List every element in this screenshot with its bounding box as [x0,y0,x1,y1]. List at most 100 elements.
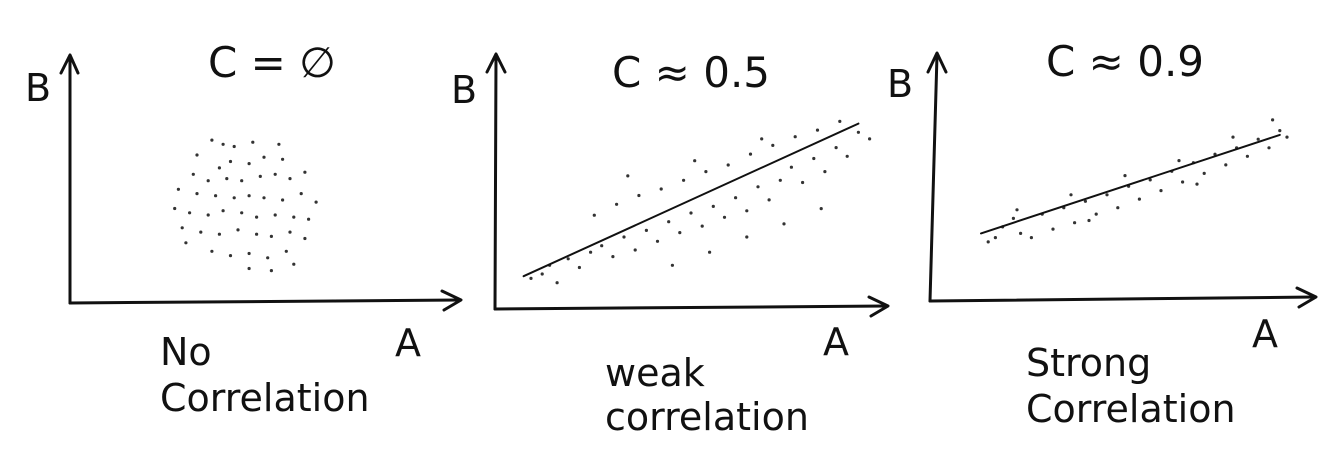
panel-3-point-9 [1073,221,1077,225]
panel-2-point-7 [589,250,593,254]
panel-2-point-35 [637,193,641,198]
panel-2-point-45 [670,263,675,267]
panel-1-point-51 [269,269,273,273]
panel-1-point-35 [292,215,296,219]
panel-1-point-20 [195,192,199,196]
panel-2-point-47 [745,235,749,239]
weak-correlation-panel: C ≈ 0.5 B A weak correlation [451,48,890,439]
panel-3-point-10 [1083,199,1087,203]
panel-2-x-axis-arrow-icon [867,295,890,318]
panel-1-point-7 [281,157,285,161]
strong-correlation-panel: C ≈ 0.9 B A Strong Correlation [887,37,1318,431]
panel-1-point-10 [217,166,221,170]
panel-2-point-41 [771,143,775,147]
panel-1-point-44 [303,236,307,241]
panel-3-title: C ≈ 0.9 [1046,37,1204,86]
panel-3-point-11 [1094,212,1098,216]
panel-3-point-26 [1256,137,1260,141]
panel-3-point-38 [993,236,998,240]
panel-2-point-49 [819,207,823,211]
panel-3-point-5 [1029,236,1033,240]
panel-1-point-25 [281,198,285,202]
panel-3-point-16 [1148,178,1152,182]
panel-3-point-13 [1116,206,1120,210]
panel-1-point-4 [251,140,255,144]
panel-2-point-25 [789,165,794,169]
panel-2-point-20 [734,196,738,200]
panel-2-point-42 [793,135,797,139]
panel-1-point-8 [228,159,233,164]
panel-2-caption-line-2: correlation [605,395,809,439]
panel-1-point-45 [210,249,214,253]
panel-2-point-34 [615,202,619,206]
panel-3-point-27 [1267,146,1271,150]
panel-1-point-19 [176,187,180,191]
panel-1-point-42 [269,234,273,238]
panel-3-point-23 [1224,163,1228,167]
panel-3-caption-line-2: Correlation [1026,387,1236,431]
panel-3-point-36 [1087,218,1091,223]
panel-1-point-52 [292,262,296,266]
panel-2-point-19 [722,215,727,219]
panel-1-x-label: A [395,321,421,365]
panel-2-point-30 [845,154,849,158]
panel-2-point-37 [682,178,686,182]
panel-3-point-21 [1202,171,1206,175]
panel-1-title: C = ∅ [208,38,336,87]
panel-1-point-5 [277,142,281,146]
panel-2-point-21 [745,209,749,213]
panel-1-point-28 [173,206,177,211]
panel-3-x-axis [928,295,1316,303]
panel-3-x-label: A [1252,312,1278,356]
panel-3-point-17 [1159,189,1163,193]
panel-3-x-axis-arrow-icon [1295,286,1318,309]
panel-2-point-2 [540,272,544,276]
panel-2-point-40 [748,152,753,156]
panel-2-point-48 [782,222,786,226]
panel-2-point-23 [767,198,771,202]
panel-3-point-25 [1245,154,1249,158]
panel-3-point-31 [1015,208,1019,212]
panel-1-point-18 [303,170,307,174]
panel-2-point-5 [566,257,570,261]
panel-1-point-39 [217,232,221,236]
panel-3-point-29 [1285,135,1289,139]
panel-1-point-36 [307,217,311,221]
panel-2-x-axis [493,304,888,311]
panel-2-y-axis-arrow-icon [485,52,507,74]
panel-2-point-52 [760,137,764,141]
panel-1-point-40 [236,228,240,232]
panel-3-y-label: B [887,62,913,106]
panel-2-point-17 [700,224,704,228]
panel-2-point-38 [704,170,708,174]
panel-1-point-9 [247,162,251,166]
panel-3-point-28 [1278,129,1282,133]
panel-3-point-3 [1011,216,1016,220]
panel-1-point-50 [247,266,251,271]
panel-2-point-18 [711,204,715,208]
panel-1-point-26 [299,192,303,196]
panel-1-point-24 [262,196,266,200]
panel-1-point-23 [247,194,251,198]
panel-2-title: C ≈ 0.5 [612,48,770,97]
panel-2-point-33 [592,213,596,217]
panel-2-point-12 [644,228,649,232]
panel-2-point-10 [622,235,626,239]
panel-1-point-16 [273,172,277,176]
panel-1-point-47 [247,251,251,256]
panel-2-point-9 [611,255,615,259]
panel-3-point-37 [1195,182,1199,186]
panel-2-point-46 [708,250,712,254]
panel-3-point-33 [1123,174,1127,178]
panel-3-point-19 [1181,180,1185,184]
panel-1-point-32 [240,211,244,215]
panel-3-y-axis [928,53,939,303]
panel-2-point-13 [655,239,660,243]
panel-2-point-50 [626,174,630,178]
panel-3-point-35 [1231,135,1235,139]
panel-2-y-label: B [451,68,477,112]
panel-1-point-33 [255,215,259,219]
panel-1-data-points [173,138,318,273]
panel-2-point-22 [756,185,760,189]
